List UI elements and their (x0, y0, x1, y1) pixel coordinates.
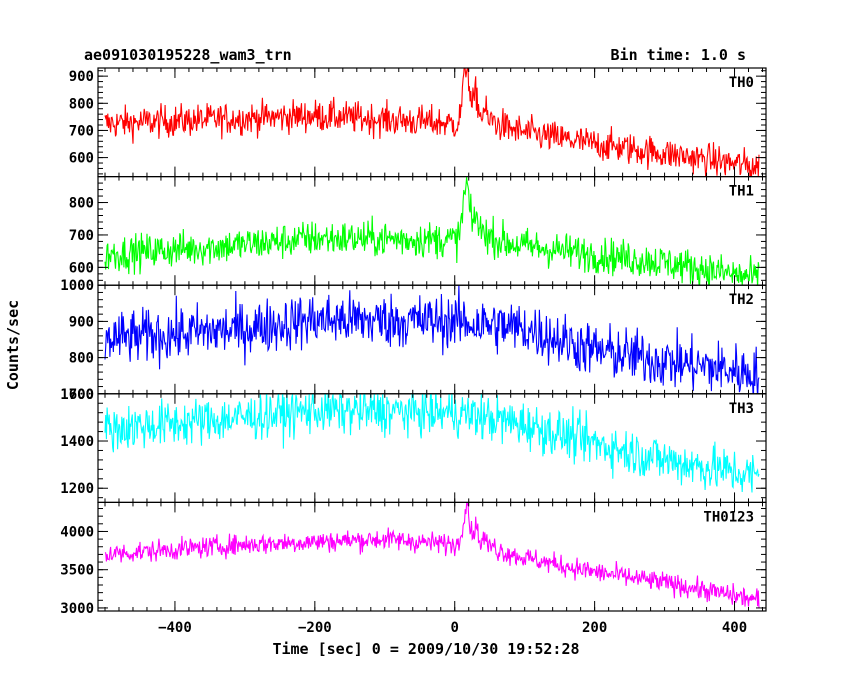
x-tick-label: 0 (451, 620, 459, 636)
x-tick-label: −400 (158, 620, 192, 636)
x-tick-label: −200 (298, 620, 332, 636)
chart-title: ae091030195228_wam3_trn (84, 46, 292, 64)
y-tick-label: 700 (69, 387, 94, 403)
y-tick-label: 800 (69, 96, 94, 112)
series-line-th1 (104, 176, 760, 286)
panel-label: TH2 (729, 292, 754, 308)
bin-time-label: Bin time: 1.0 s (611, 46, 746, 64)
y-tick-label: 1200 (60, 481, 94, 497)
panel-label: TH3 (729, 401, 754, 417)
x-tick-label: 400 (722, 620, 747, 636)
y-tick-label: 600 (69, 151, 94, 167)
y-tick-label: 4000 (60, 524, 94, 540)
panel-frame (97, 176, 767, 286)
panel-th1: 600 700 800 TH1 (69, 176, 767, 286)
series-line-th0123 (104, 502, 760, 609)
panel-th0: 600 700 800 900 TH0 (69, 67, 767, 178)
y-tick-label: 3000 (60, 601, 94, 617)
y-tick-label: 700 (69, 123, 94, 139)
panel-th0123: 3000 3500 4000 TH0123 (60, 501, 767, 617)
y-tick-label: 600 (69, 260, 94, 276)
panel-label: TH0123 (703, 509, 754, 525)
y-tick-label: 900 (69, 69, 94, 85)
y-tick-label: 1400 (60, 434, 94, 450)
panel-label: TH1 (729, 184, 754, 200)
x-tick-label: 200 (582, 620, 607, 636)
series-line-th3 (104, 393, 760, 493)
y-axis-label: Counts/sec (4, 300, 22, 390)
y-tick-label: 3500 (60, 563, 94, 579)
series-line-th2 (104, 285, 760, 394)
panels-group: 600 700 800 900 TH0 600 700 800 TH1 700 800 900 1000… (60, 67, 767, 636)
panel-frame (97, 501, 767, 612)
panel-th3: 1200 1400 1600 TH3 (60, 387, 767, 503)
y-tick-label: 900 (69, 314, 94, 330)
y-tick-label: 1000 (60, 278, 94, 294)
y-tick-label: 800 (69, 351, 94, 367)
y-tick-label: 700 (69, 228, 94, 244)
y-tick-label: 1600 (60, 387, 94, 403)
y-tick-label: 800 (69, 196, 94, 212)
x-axis-label: Time [sec] 0 = 2009/10/30 19:52:28 (272, 640, 579, 658)
panel-th2: 700 800 900 1000 TH2 (60, 278, 767, 403)
series-line-th0 (104, 68, 760, 177)
panel-label: TH0 (729, 75, 754, 91)
